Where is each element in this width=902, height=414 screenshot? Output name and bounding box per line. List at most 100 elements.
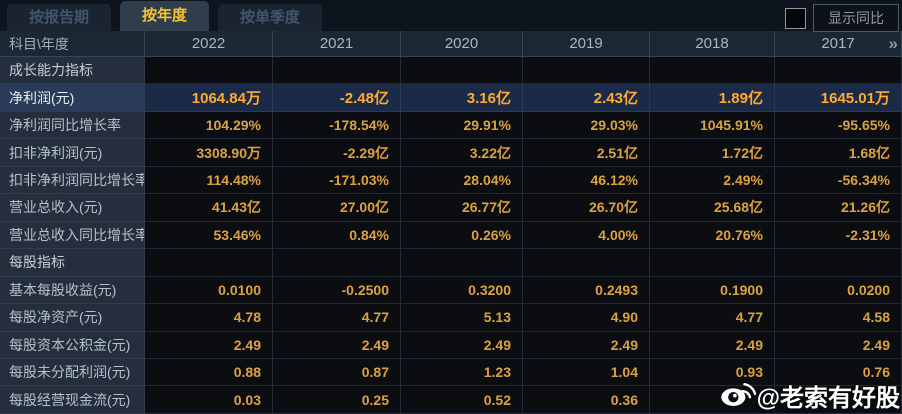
cell-value: 0.03 [145, 386, 273, 414]
cell-value: 0.25 [273, 386, 401, 414]
tab-annual[interactable]: 按年度 [120, 1, 210, 31]
table-row[interactable]: 营业总收入同比增长率 53.46% 0.84% 0.26% 4.00% 20.76% -2.… [0, 221, 902, 250]
cell-value [650, 57, 775, 85]
cell-value: -0.2500 [273, 276, 401, 305]
table-row[interactable]: 营业总收入(元) 41.43亿 27.00亿 26.77亿 26.70亿 25.68亿 21… [0, 194, 902, 222]
cell-value: 2.49 [145, 331, 273, 359]
cell-value: 27.00亿 [273, 194, 401, 222]
cell-value [775, 386, 902, 414]
cell-value: 26.70亿 [523, 194, 650, 222]
cell-value: 0.76 [775, 358, 902, 387]
table-header-row: 科目\年度 2022 2021 2020 2019 2018 2017 » [0, 31, 902, 57]
cell-value: 28.04% [401, 166, 523, 195]
table-row[interactable]: 扣非净利润(元) 3308.90万 -2.29亿 3.22亿 2.51亿 1.72亿 1.6… [0, 139, 902, 167]
cell-value: 4.78 [145, 304, 273, 332]
cell-value: 0.84% [273, 221, 401, 250]
cell-value: 1.23 [401, 358, 523, 387]
cell-value: 2.49 [775, 331, 902, 359]
cell-value [523, 57, 650, 85]
year-header: 2017 » [775, 31, 902, 57]
cell-value [650, 386, 775, 414]
row-label: 净利润(元) [0, 84, 145, 112]
cell-value: 1045.91% [650, 111, 775, 140]
row-label: 每股净资产(元) [0, 304, 145, 332]
cell-value [650, 249, 775, 277]
section-row[interactable]: 每股指标 [0, 249, 902, 277]
cell-value: 0.0200 [775, 276, 902, 305]
cell-value: 4.58 [775, 304, 902, 332]
row-label: 每股资本公积金(元) [0, 331, 145, 359]
cell-value: 1.72亿 [650, 139, 775, 167]
year-header: 2022 [145, 31, 273, 57]
cell-value: -2.29亿 [273, 139, 401, 167]
cell-value: -2.48亿 [273, 84, 401, 112]
cell-value [145, 249, 273, 277]
cell-value [775, 57, 902, 85]
cell-value: 3308.90万 [145, 139, 273, 167]
cell-value: 0.3200 [401, 276, 523, 305]
corner-header: 科目\年度 [0, 31, 145, 57]
cell-value: 46.12% [523, 166, 650, 195]
cell-value: 4.77 [650, 304, 775, 332]
show-yoy-label[interactable]: 显示同比 [813, 4, 899, 32]
cell-value [401, 57, 523, 85]
cell-value: 2.49 [523, 331, 650, 359]
row-label: 净利润同比增长率 [0, 111, 145, 140]
table-body: 成长能力指标 净利润(元) 1064.84万 -2.48亿 3.16亿 2.43亿 1.89… [0, 57, 902, 414]
cell-value: 0.0100 [145, 276, 273, 305]
year-header: 2021 [273, 31, 401, 57]
cell-value [523, 249, 650, 277]
cell-value: 29.03% [523, 111, 650, 140]
cell-value [775, 249, 902, 277]
scroll-more-icon[interactable]: » [888, 33, 899, 53]
cell-value: 2.51亿 [523, 139, 650, 167]
cell-value [273, 249, 401, 277]
cell-value: 5.13 [401, 304, 523, 332]
cell-value: 1.89亿 [650, 84, 775, 112]
year-label: 2017 [821, 35, 855, 52]
cell-value: 20.76% [650, 221, 775, 250]
cell-value [145, 57, 273, 85]
table-row[interactable]: 扣非净利润同比增长率 114.48% -171.03% 28.04% 46.12% 2.4… [0, 166, 902, 195]
table-row[interactable]: 净利润同比增长率 104.29% -178.54% 29.91% 29.03% 1045.… [0, 111, 902, 140]
table-row[interactable]: 净利润(元) 1064.84万 -2.48亿 3.16亿 2.43亿 1.89亿 1645.… [0, 84, 902, 112]
cell-value: 0.87 [273, 358, 401, 387]
cell-value [273, 57, 401, 85]
row-label: 每股经营现金流(元) [0, 386, 145, 414]
cell-value: 26.77亿 [401, 194, 523, 222]
cell-value: -2.31% [775, 221, 902, 250]
row-label: 营业总收入同比增长率 [0, 221, 145, 250]
cell-value: 4.00% [523, 221, 650, 250]
cell-value: 0.93 [650, 358, 775, 387]
period-tabbar: 按报告期 按年度 按单季度 显示同比 [0, 0, 902, 32]
cell-value: -95.65% [775, 111, 902, 140]
cell-value: 2.43亿 [523, 84, 650, 112]
tab-single-quarter[interactable]: 按单季度 [218, 4, 323, 31]
year-header: 2020 [401, 31, 523, 57]
row-label: 营业总收入(元) [0, 194, 145, 222]
tab-report-period[interactable]: 按报告期 [7, 4, 112, 31]
cell-value: 1.04 [523, 358, 650, 387]
section-row[interactable]: 成长能力指标 [0, 57, 902, 85]
table-row[interactable]: 每股资本公积金(元) 2.49 2.49 2.49 2.49 2.49 2.49 [0, 331, 902, 359]
cell-value: 3.16亿 [401, 84, 523, 112]
cell-value: -56.34% [775, 166, 902, 195]
cell-value: 0.88 [145, 358, 273, 387]
table-row[interactable]: 基本每股收益(元) 0.0100 -0.2500 0.3200 0.2493 0.1900… [0, 276, 902, 305]
row-label: 扣非净利润同比增长率 [0, 166, 145, 195]
table-row[interactable]: 每股未分配利润(元) 0.88 0.87 1.23 1.04 0.93 0.76 [0, 358, 902, 387]
cell-value: 2.49 [401, 331, 523, 359]
cell-value: 21.26亿 [775, 194, 902, 222]
cell-value: 41.43亿 [145, 194, 273, 222]
cell-value: 0.2493 [523, 276, 650, 305]
show-yoy-checkbox[interactable] [785, 7, 806, 29]
table-row[interactable]: 每股净资产(元) 4.78 4.77 5.13 4.90 4.77 4.58 [0, 304, 902, 332]
table-row[interactable]: 每股经营现金流(元) 0.03 0.25 0.52 0.36 [0, 386, 902, 414]
cell-value: 4.77 [273, 304, 401, 332]
row-label: 每股未分配利润(元) [0, 358, 145, 387]
cell-value: 0.36 [523, 386, 650, 414]
cell-value: -171.03% [273, 166, 401, 195]
yoy-control: 显示同比 [785, 4, 899, 32]
cell-value: 104.29% [145, 111, 273, 140]
cell-value: 2.49 [273, 331, 401, 359]
